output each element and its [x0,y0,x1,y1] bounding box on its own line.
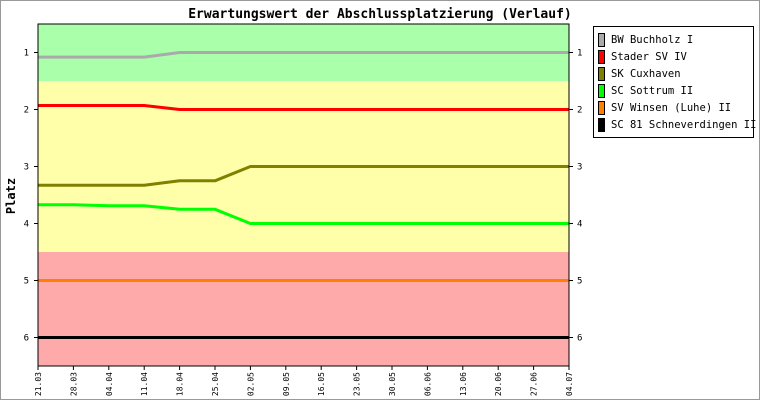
y-tick-label-left: 2 [24,106,29,116]
legend-swatch [598,32,605,47]
x-tick-label: 11.04 [140,372,149,396]
y-tick-label-right: 5 [577,277,582,287]
y-tick-label-left: 4 [24,220,29,230]
plot-border [37,23,570,367]
series-line-3 [38,203,569,225]
y-axis-label: Platz [4,178,18,214]
x-tick-label: 27.06 [530,372,539,396]
x-tick-label: 21.03 [34,372,43,396]
legend-item: BW Buchholz I [598,31,753,48]
legend-swatch [598,100,605,115]
x-tick-label: 09.05 [282,372,291,396]
series-lines [38,51,569,339]
x-tick-label: 16.05 [317,372,326,396]
x-tick-label: 20.06 [494,372,503,396]
legend-swatch [598,49,605,64]
legend-item: SC Sottrum II [598,82,753,99]
legend-label: SV Winsen (Luhe) II [611,101,732,114]
y-tick-label-right: 6 [577,334,582,344]
x-tick-label: 30.05 [388,372,397,396]
legend-label: SK Cuxhaven [611,67,681,80]
y-tick-label-left: 1 [24,49,29,59]
band-2 [38,252,569,366]
legend-item: SK Cuxhaven [598,65,753,82]
axis-ticks: 1 1 2 2 3 3 4 4 5 5 6 6 21.03 28.03 04.04 11.04 18.04 25.… [24,49,583,397]
legend-label: BW Buchholz I [611,33,694,46]
x-tick-label: 13.06 [459,372,468,396]
x-tick-label: 18.04 [176,372,185,396]
x-tick-label: 25.04 [211,372,220,396]
y-tick-label-right: 2 [577,106,582,116]
chart-title: Erwartungswert der Abschlussplatzierung … [188,7,572,22]
x-tick-label: 06.06 [423,372,432,396]
series-line-2 [38,165,569,187]
x-tick-label: 23.05 [353,372,362,396]
series-line-1 [38,104,569,111]
y-tick-label-right: 4 [577,220,582,230]
legend-item: SV Winsen (Luhe) II [598,99,753,116]
x-tick-label: 28.03 [69,372,78,396]
legend: BW Buchholz I Stader SV IV SK Cuxhaven SC S… [593,26,757,138]
background-bands [38,24,569,366]
x-tick-label: 04.07 [565,372,574,396]
legend-swatch [598,117,605,132]
legend-label: Stader SV IV [611,50,687,63]
legend-swatch [598,66,605,81]
x-tick-label: 02.05 [246,372,255,396]
y-tick-label-right: 1 [577,49,582,59]
y-tick-label-left: 3 [24,163,29,173]
legend-item: Stader SV IV [598,48,753,65]
legend-item: SC 81 Schneverdingen II [598,116,757,133]
series-line-0 [38,51,569,59]
x-tick-label: 04.04 [105,372,114,396]
y-tick-label-right: 3 [577,163,582,173]
legend-label: SC Sottrum II [611,84,694,97]
y-tick-label-left: 5 [24,277,29,287]
y-tick-label-left: 6 [24,334,29,344]
legend-label: SC 81 Schneverdingen II [611,118,757,131]
legend-swatch [598,83,605,98]
